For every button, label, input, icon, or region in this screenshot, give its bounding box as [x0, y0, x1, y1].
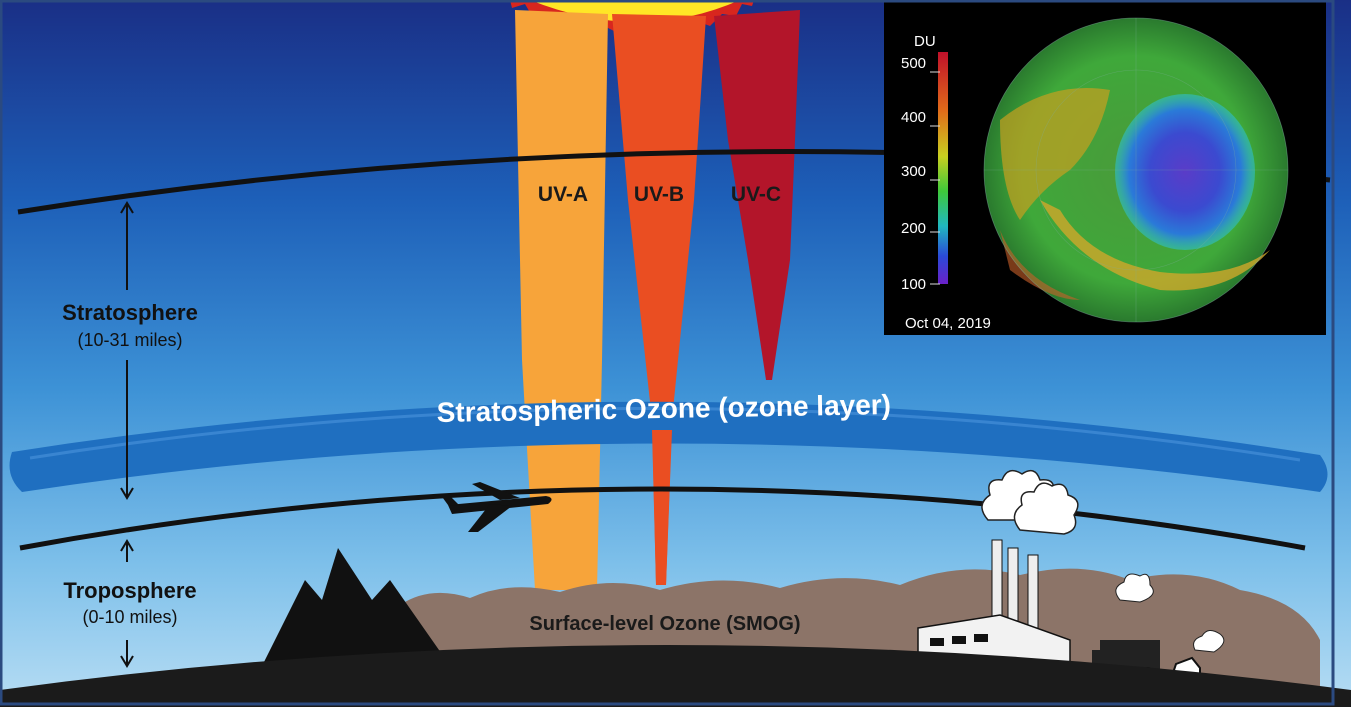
du-tick-400: 400 [901, 109, 926, 126]
uv-c-label: UV-C [731, 183, 781, 206]
smog-label: Surface-level Ozone (SMOG) [529, 613, 800, 635]
du-colorbar [938, 52, 948, 284]
mountain [255, 548, 460, 680]
ozone-map-inset: DU 500 400 300 200 100 Oct 04, 2019 [884, 2, 1326, 335]
ozone-hole [1115, 94, 1255, 250]
airplane-icon [440, 482, 552, 532]
troposphere-range: (0-10 miles) [82, 607, 177, 627]
uv-b-beam [612, 14, 706, 585]
du-tick-100: 100 [901, 276, 926, 293]
troposphere-boundary-line [19, 486, 1306, 551]
inset-date: Oct 04, 2019 [905, 315, 991, 332]
troposphere-label: Troposphere [63, 578, 196, 603]
du-tick-500: 500 [901, 55, 926, 72]
stratosphere-label: Stratosphere [62, 300, 198, 325]
troposphere-extent-arrow [120, 539, 134, 668]
ground [0, 645, 1351, 707]
stratosphere-extent-arrow [120, 201, 134, 500]
uv-c-beam [714, 10, 800, 380]
stratosphere-range: (10-31 miles) [77, 330, 182, 350]
du-unit-label: DU [914, 33, 936, 50]
du-tick-200: 200 [901, 220, 926, 237]
uv-a-label: UV-A [538, 183, 588, 206]
du-tick-300: 300 [901, 163, 926, 180]
uv-b-label: UV-B [634, 183, 684, 206]
